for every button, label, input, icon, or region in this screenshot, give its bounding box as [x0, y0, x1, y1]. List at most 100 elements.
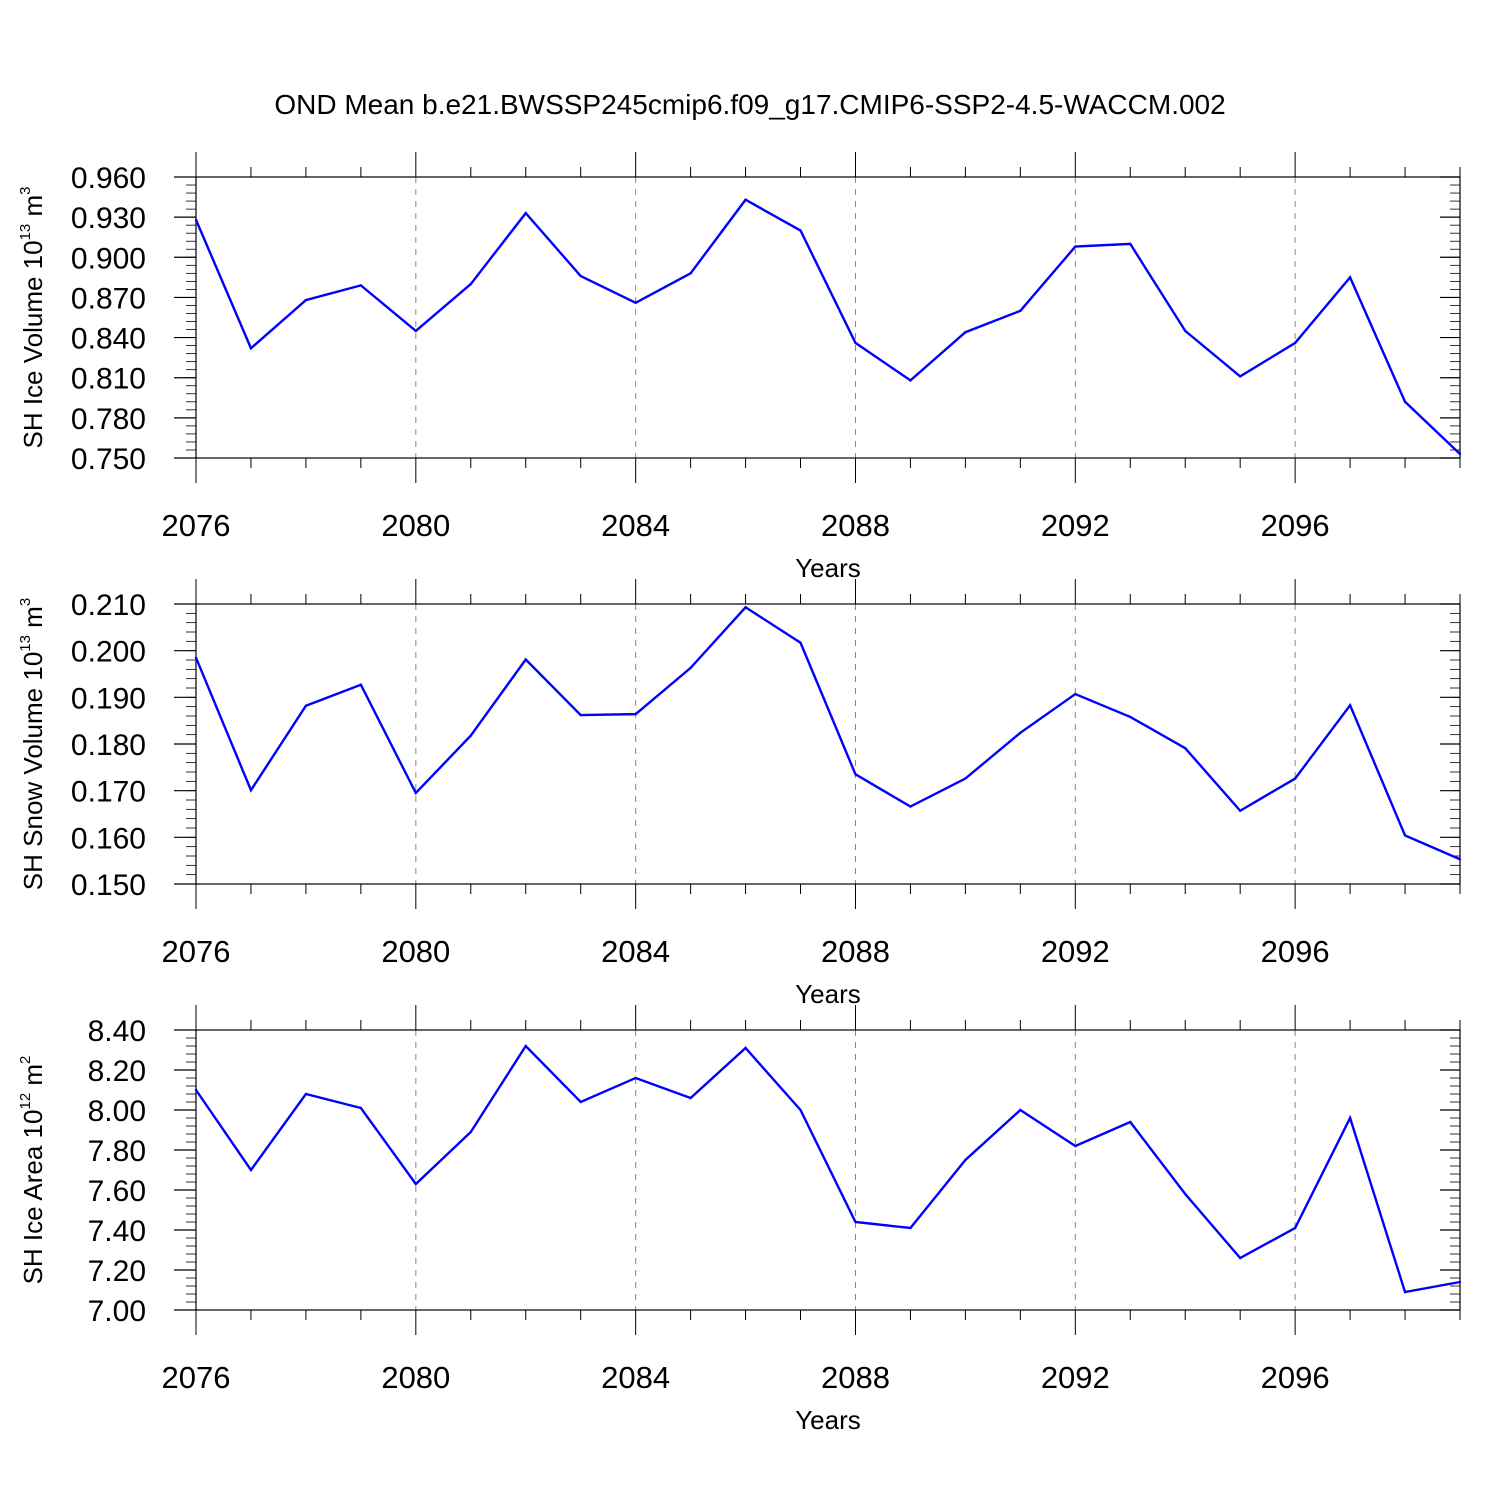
data-point	[1074, 1144, 1077, 1148]
x-tick-label: 2080	[381, 508, 450, 543]
y-tick-label: 0.190	[71, 682, 146, 715]
data-point	[799, 1108, 802, 1112]
series-line	[195, 1044, 1461, 1294]
data-point	[579, 274, 582, 278]
data-point	[744, 1046, 747, 1050]
x-tick-label: 2092	[1041, 1360, 1110, 1395]
data-point	[304, 704, 308, 707]
data-point	[579, 713, 582, 717]
data-point	[909, 1226, 912, 1230]
y-axis-label-superscript: 13	[17, 635, 34, 652]
data-point	[524, 1044, 527, 1048]
x-tick-label: 2080	[381, 1360, 450, 1395]
data-point	[1403, 1290, 1407, 1294]
y-tick-label: 0.160	[71, 822, 146, 855]
data-point	[359, 284, 363, 287]
x-tick-label: 2076	[162, 934, 231, 969]
data-point	[634, 712, 637, 716]
data-point	[1129, 242, 1132, 246]
y-axis-label-part: m	[18, 195, 48, 224]
data-point	[1293, 1226, 1297, 1230]
series-line	[194, 198, 1461, 455]
data-point	[689, 666, 692, 670]
data-point	[414, 791, 418, 795]
data-point	[194, 656, 198, 659]
y-tick-label: 8.40	[88, 1015, 146, 1048]
data-point	[1184, 747, 1187, 750]
x-tick-label: 2080	[381, 934, 450, 969]
y-tick-label: 7.00	[88, 1295, 146, 1328]
data-point	[964, 331, 967, 334]
y-tick-label: 0.930	[71, 202, 146, 235]
data-point	[194, 1088, 198, 1092]
plot-frame	[195, 1029, 1461, 1311]
data-point	[1348, 1116, 1352, 1120]
data-point	[1019, 731, 1022, 734]
data-point	[1458, 858, 1462, 861]
x-axis-label: Years	[795, 979, 861, 1009]
data-point	[689, 1096, 692, 1100]
y-tick-label: 0.840	[71, 323, 146, 356]
x-tick-label: 2088	[821, 508, 890, 543]
data-point	[359, 1106, 363, 1110]
series-line	[194, 605, 1461, 861]
data-point	[304, 1092, 308, 1096]
data-point	[909, 805, 912, 808]
data-point	[689, 272, 692, 275]
x-tick-label: 2096	[1261, 934, 1330, 969]
y-axis-label-superscript: 12	[17, 1093, 34, 1110]
data-point	[1458, 1280, 1462, 1284]
data-point	[1403, 400, 1407, 403]
data-point	[634, 1076, 637, 1080]
y-tick-label: 7.80	[88, 1135, 146, 1168]
data-point	[1238, 375, 1242, 378]
y-tick-label: 0.210	[71, 589, 146, 622]
y-tick-label: 0.780	[71, 403, 146, 436]
data-point	[194, 218, 198, 222]
data-point	[1293, 777, 1297, 780]
data-point	[1238, 809, 1242, 812]
data-point	[909, 379, 912, 382]
data-point	[1019, 1108, 1022, 1112]
data-point	[1184, 329, 1187, 333]
data-point	[1458, 452, 1462, 456]
data-point	[414, 329, 418, 333]
data-point	[854, 773, 857, 776]
data-point	[1074, 692, 1077, 696]
data-point	[634, 301, 637, 304]
data-point	[579, 1100, 582, 1104]
x-tick-label: 2076	[162, 508, 231, 543]
x-tick-label: 2092	[1041, 934, 1110, 969]
data-point	[469, 282, 472, 286]
data-point	[1129, 715, 1132, 719]
data-point	[744, 606, 747, 609]
y-tick-label: 0.810	[71, 363, 146, 396]
y-axis-label-superscript: 13	[17, 224, 34, 241]
y-tick-label: 0.900	[71, 242, 146, 275]
x-axis-label: Years	[795, 1405, 861, 1435]
data-point	[1184, 1192, 1187, 1196]
x-tick-label: 2084	[601, 934, 670, 969]
data-point	[469, 1130, 472, 1134]
data-point	[854, 341, 857, 345]
data-point	[1129, 1120, 1132, 1124]
data-point	[1019, 309, 1022, 313]
data-point	[249, 789, 253, 792]
y-tick-label: 7.60	[88, 1175, 146, 1208]
y-tick-label: 0.870	[71, 282, 146, 315]
chart-panel-3: 7.00 7.20 7.40 7.60 7.80 8.00 8.20 8.40 2076 2080…	[17, 1005, 1462, 1435]
y-axis-label-superscript: 3	[17, 186, 34, 194]
y-axis-label-part: SH Ice Volume 10	[18, 240, 48, 448]
data-point	[469, 734, 472, 737]
y-tick-label: 0.200	[71, 636, 146, 669]
x-tick-label: 2092	[1041, 508, 1110, 543]
data-point	[744, 198, 747, 201]
x-tick-label: 2088	[821, 934, 890, 969]
chart-panel-2: 0.150 0.160 0.170 0.180 0.190 0.200 0.210 2076 2…	[17, 579, 1462, 1009]
data-point	[1348, 276, 1352, 279]
data-point	[524, 211, 527, 215]
panels: 0.750 0.780 0.810 0.840 0.870 0.900 0.930 0.960…	[17, 152, 1462, 1435]
y-axis-label: SH Snow Volume 1013 m3	[17, 598, 48, 890]
